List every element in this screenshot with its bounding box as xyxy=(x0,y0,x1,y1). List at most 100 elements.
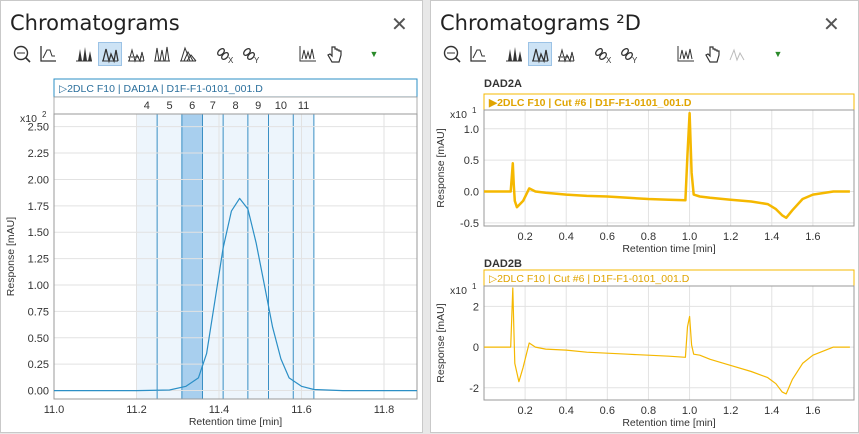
cut-strip xyxy=(53,96,418,115)
y-axis-label: Response [mAU] xyxy=(5,217,17,296)
cut-region xyxy=(247,114,269,399)
y-tick-label: -0.5 xyxy=(460,218,479,230)
stacked-peaks-icon[interactable] xyxy=(124,42,148,66)
y-exponent-sup: 2 xyxy=(42,110,47,119)
waterfall-icon[interactable] xyxy=(176,42,200,66)
close-icon[interactable]: ✕ xyxy=(391,14,408,36)
hand-pointer-icon[interactable] xyxy=(700,42,724,66)
cut-label: 9 xyxy=(255,100,261,112)
cut-region xyxy=(293,114,314,399)
x-tick-label: 1.4 xyxy=(764,231,779,243)
link-x-icon[interactable]: X xyxy=(590,42,614,66)
chart-b-title: DAD2B xyxy=(484,258,522,270)
link-x-icon[interactable]: X xyxy=(212,42,236,66)
signal-list-icon[interactable] xyxy=(674,42,698,66)
y-tick-label: 0.5 xyxy=(464,155,479,167)
cut-region xyxy=(202,114,224,399)
plot-frame xyxy=(483,285,855,401)
dropdown-icon[interactable]: ▼ xyxy=(369,49,379,59)
y-tick-label: 0.50 xyxy=(28,333,49,345)
chart-b-header-box xyxy=(483,269,855,287)
toolbar: X Y ▼ xyxy=(10,41,382,67)
close-icon[interactable]: ✕ xyxy=(823,14,840,36)
x-tick-label: 11.8 xyxy=(374,404,395,416)
axis-scale-icon[interactable] xyxy=(36,42,60,66)
y-tick-label: 2.25 xyxy=(28,148,49,160)
chromatograms-panel: Chromatograms ✕ X Y xyxy=(0,0,423,433)
dad2b-chromatogram: 0.2 0.4 0.6 0.8 1.0 1.2 1.4 1.6 -2 0 2 x10 1 Retentio… xyxy=(435,282,855,429)
y-tick-label: 0.75 xyxy=(28,306,49,318)
zoom-fit-icon[interactable] xyxy=(440,42,464,66)
plot-frame xyxy=(53,113,418,400)
y-axis-label: Response [mAU] xyxy=(435,128,447,207)
x-tick-label: 0.6 xyxy=(600,231,615,243)
x-tick-label: 11.0 xyxy=(44,404,65,416)
y-tick-label: 1.50 xyxy=(28,227,49,239)
series-line xyxy=(484,287,850,395)
y-exponent-label: x10 xyxy=(450,109,467,121)
x-tick-label: 11.4 xyxy=(209,404,230,416)
zoom-fit-icon[interactable] xyxy=(10,42,34,66)
y-tick-label: 1.00 xyxy=(28,280,49,292)
x-tick-label: 11.6 xyxy=(291,404,312,416)
dropdown-icon[interactable]: ▼ xyxy=(773,49,783,59)
chart-a-header-label: ▶2DLC F10 | Cut #6 | D1F-F1-0101_001.D xyxy=(488,97,692,109)
y-tick-label: 2 xyxy=(473,301,479,313)
chart-header-label: ▷2DLC F10 | DAD1A | D1F-F1-0101_001.D xyxy=(59,83,263,95)
panel-title: Chromatograms xyxy=(10,11,180,35)
y-tick-label: 1.75 xyxy=(28,201,49,213)
y-tick-label: 0 xyxy=(473,342,479,354)
chromatograms-2d-panel: Chromatograms ²D ✕ X Y xyxy=(430,0,859,433)
x-tick-label: 1.4 xyxy=(764,405,779,417)
y-axis-label: Response [mAU] xyxy=(435,303,447,382)
overlay-peaks-icon[interactable] xyxy=(72,42,96,66)
y-exponent-sup: 1 xyxy=(472,106,477,115)
y-exponent-label: x10 xyxy=(450,285,467,297)
cut-label: 8 xyxy=(232,100,238,112)
plot-frame xyxy=(483,109,855,227)
y-tick-label: -2 xyxy=(469,383,479,395)
x-tick-label: 1.6 xyxy=(805,405,820,417)
overlay-peaks-icon[interactable] xyxy=(502,42,526,66)
panel-title: Chromatograms ²D xyxy=(440,11,641,35)
series-line xyxy=(484,111,850,220)
y-tick-label: 1.25 xyxy=(28,254,49,266)
y-tick-label: 0.25 xyxy=(28,359,49,371)
cut-label: 10 xyxy=(275,100,287,112)
y-tick-label: 1.0 xyxy=(464,124,479,136)
cut-label: 4 xyxy=(144,100,150,112)
toolbar: X Y ▼ xyxy=(440,41,786,67)
chart-header-box xyxy=(53,78,418,98)
chart-a-header-box xyxy=(483,93,855,111)
y-tick-label: 0.00 xyxy=(28,386,49,398)
cut-label: 6 xyxy=(189,100,195,112)
x-tick-label: 11.2 xyxy=(126,404,147,416)
x-tick-label: 1.0 xyxy=(682,405,697,417)
series-line xyxy=(54,197,417,392)
axis-scale-icon[interactable] xyxy=(466,42,490,66)
x-axis-label: Retention time [min] xyxy=(622,417,715,429)
y-exponent-sup: 1 xyxy=(472,282,477,291)
chart-a-title: DAD2A xyxy=(484,78,522,90)
single-peak-icon[interactable] xyxy=(528,42,552,66)
cut-region xyxy=(181,114,203,399)
x-tick-label: 0.4 xyxy=(559,231,574,243)
link-y-icon[interactable]: Y xyxy=(616,42,640,66)
split-view-icon[interactable] xyxy=(150,42,174,66)
hand-pointer-icon[interactable] xyxy=(322,42,346,66)
single-peak-icon[interactable] xyxy=(98,42,122,66)
svg-text:X: X xyxy=(228,56,234,64)
signal-list-icon[interactable] xyxy=(296,42,320,66)
svg-text:Y: Y xyxy=(254,56,260,64)
x-tick-label: 0.8 xyxy=(641,231,656,243)
cut-label: 11 xyxy=(298,100,309,112)
link-y-icon[interactable]: Y xyxy=(238,42,262,66)
x-tick-label: 1.2 xyxy=(723,231,738,243)
y-tick-label: 2.00 xyxy=(28,174,49,186)
svg-text:Y: Y xyxy=(632,56,638,64)
x-tick-label: 1.0 xyxy=(682,231,697,243)
stacked-peaks-icon[interactable] xyxy=(554,42,578,66)
cut-label: 7 xyxy=(210,100,216,112)
x-tick-label: 0.2 xyxy=(517,405,532,417)
x-tick-label: 0.8 xyxy=(641,405,656,417)
